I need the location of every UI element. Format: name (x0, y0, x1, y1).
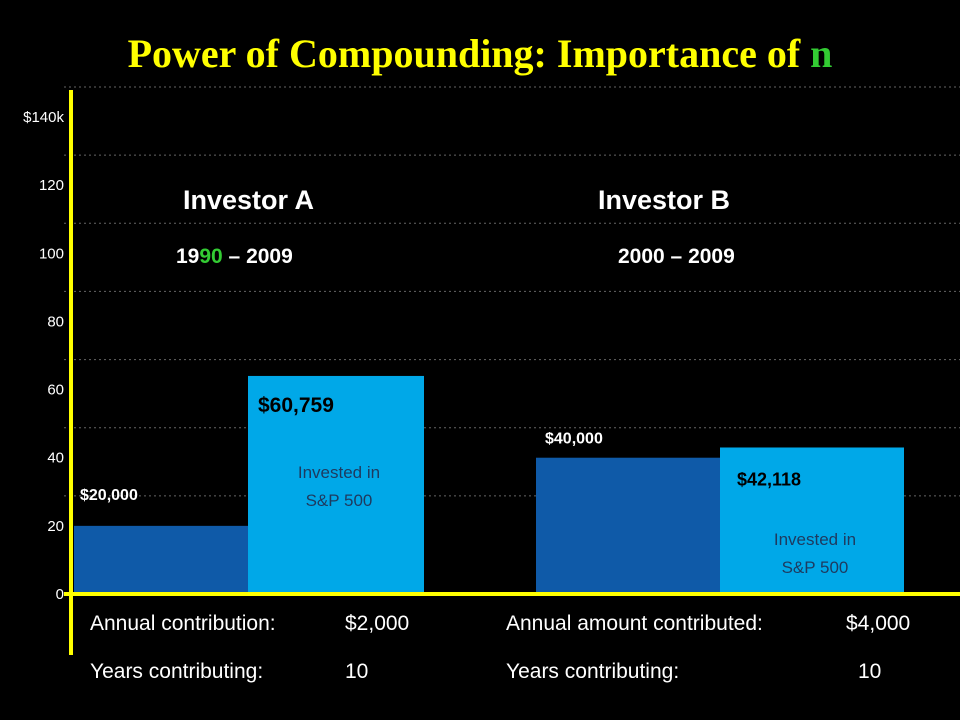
grid-layer (64, 86, 960, 497)
bar-inside-label: Invested in (298, 463, 380, 482)
y-tick-label: 100 (39, 245, 64, 262)
y-tick-label: 120 (39, 177, 64, 194)
tick-layer: $140k 120 100 80 60 40 20 0 (23, 109, 64, 603)
investor-b-years-label: Years contributing: (506, 660, 680, 683)
y-tick-label: 40 (47, 450, 64, 467)
y-tick-label: 60 (47, 382, 64, 399)
investor-a-contribution-label: Annual contribution: (90, 612, 276, 635)
chart-title: Power of Compounding: Importance of n (0, 30, 960, 77)
bar-value-label: $20,000 (80, 487, 138, 504)
bar-value-label: $42,118 (737, 469, 801, 489)
title-highlight: n (810, 31, 833, 76)
title-main: Power of Compounding: Importance of (127, 31, 811, 76)
bar (536, 457, 722, 594)
investor-b-contribution-value: $4,000 (846, 612, 911, 635)
bar-inside-label: S&P 500 (782, 558, 849, 577)
investor-a-years-highlight: 90 (199, 245, 223, 268)
bar (248, 375, 424, 594)
investor-a-years-label: Years contributing: (90, 660, 264, 683)
investor-a-years-prefix: 19 (176, 245, 200, 268)
bar-inside-label: Invested in (774, 530, 856, 549)
investor-b-name: Investor B (598, 185, 731, 215)
investor-b-contribution-label: Annual amount contributed: (506, 612, 763, 635)
bar-value-label: $60,759 (258, 394, 334, 417)
bar-value-label: $40,000 (545, 431, 603, 448)
investor-a-contribution-value: $2,000 (345, 612, 410, 635)
y-tick-label: 0 (56, 586, 64, 603)
bar-inside-label: S&P 500 (306, 491, 373, 510)
y-tick-label: $140k (23, 109, 64, 126)
investor-a-years-value: 10 (345, 660, 369, 683)
y-tick-label: 80 (47, 313, 64, 330)
investor-a-years-suffix: – 2009 (222, 245, 293, 268)
investor-b-years-value: 10 (858, 660, 882, 683)
investor-a-years: 1990 – 2009 (176, 245, 293, 269)
investor-a-name: Investor A (183, 185, 315, 215)
bar-layer: $20,000 $60,759 Invested in S&P 500 $40,000 $… (74, 375, 904, 594)
y-tick-label: 20 (47, 518, 64, 535)
bar (74, 525, 250, 594)
bar (720, 447, 904, 594)
investor-b-years: 2000 – 2009 (618, 245, 735, 268)
